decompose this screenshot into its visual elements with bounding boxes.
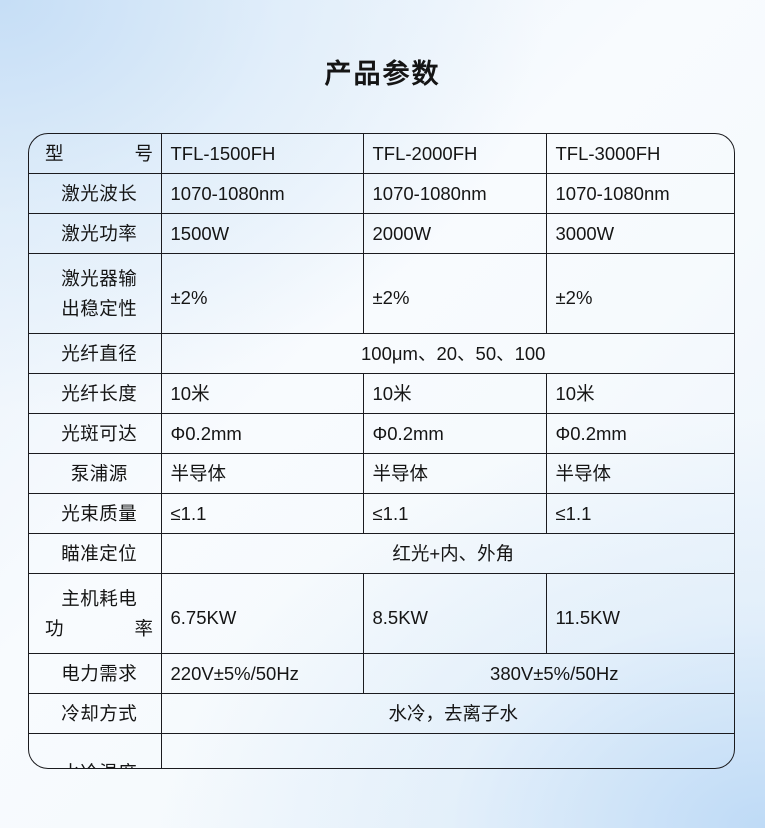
table-row-water-temp: 水冷温度 27～33℃ xyxy=(29,733,734,768)
cell-fiber-length-3000: 10米 xyxy=(546,373,734,414)
cell-power-requirement-2000-3000: 380V±5%/50Hz xyxy=(363,653,734,694)
table-row-wavelength: 激光波长 1070-1080nm 1070-1080nm 1070-1080nm xyxy=(29,173,734,214)
table-row-power: 激光功率 1500W 2000W 3000W xyxy=(29,213,734,254)
cell-consumption-2000: 8.5KW xyxy=(363,573,547,654)
cell-beam-quality-1500: ≤1.1 xyxy=(161,493,364,534)
table-row-model: 型 号 TFL-1500FH TFL-2000FH TFL-3000FH xyxy=(29,134,734,174)
cell-stability-2000: ±2% xyxy=(363,253,547,334)
cell-pump-source-1500: 半导体 xyxy=(161,453,364,494)
cell-power-3000: 3000W xyxy=(546,213,734,254)
page-title: 产品参数 xyxy=(324,59,441,89)
row-label-fiber-diameter: 光纤直径 xyxy=(29,333,162,374)
row-label-power: 激光功率 xyxy=(29,213,162,254)
row-label-stability: 激光器输 出稳定性 xyxy=(29,253,162,334)
spec-table: 型 号 TFL-1500FH TFL-2000FH TFL-3000FH 激光波… xyxy=(29,134,734,768)
cell-consumption-1500: 6.75KW xyxy=(161,573,364,654)
table-row-consumption: 主机耗电 功 率 6.75KW 8.5KW 11.5KW xyxy=(29,573,734,654)
cell-model-1500: TFL-1500FH xyxy=(161,134,364,174)
row-label-fiber-length: 光纤长度 xyxy=(29,373,162,414)
row-label-cooling: 冷却方式 xyxy=(29,693,162,734)
table-row-fiber-length: 光纤长度 10米 10米 10米 xyxy=(29,373,734,414)
cell-consumption-3000: 11.5KW xyxy=(546,573,734,654)
cell-pump-source-3000: 半导体 xyxy=(546,453,734,494)
row-label-pump-source: 泵浦源 xyxy=(29,453,162,494)
cell-model-3000: TFL-3000FH xyxy=(546,134,734,174)
row-label-power-requirement: 电力需求 xyxy=(29,653,162,694)
table-row-spot-size: 光斑可达 Φ0.2mm Φ0.2mm Φ0.2mm xyxy=(29,413,734,454)
cell-wavelength-2000: 1070-1080nm xyxy=(363,173,547,214)
cell-power-1500: 1500W xyxy=(161,213,364,254)
row-label-wavelength: 激光波长 xyxy=(29,173,162,214)
cell-model-2000: TFL-2000FH xyxy=(363,134,547,174)
row-label-consumption: 主机耗电 功 率 xyxy=(29,573,162,654)
row-label-model: 型 号 xyxy=(29,134,162,174)
cell-pump-source-2000: 半导体 xyxy=(363,453,547,494)
cell-fiber-length-1500: 10米 xyxy=(161,373,364,414)
table-row-stability: 激光器输 出稳定性 ±2% ±2% ±2% xyxy=(29,253,734,334)
cell-stability-3000: ±2% xyxy=(546,253,734,334)
cell-power-requirement-1500: 220V±5%/50Hz xyxy=(161,653,364,694)
cell-spot-size-1500: Φ0.2mm xyxy=(161,413,364,454)
cell-beam-quality-2000: ≤1.1 xyxy=(363,493,547,534)
row-label-spot-size: 光斑可达 xyxy=(29,413,162,454)
cell-power-2000: 2000W xyxy=(363,213,547,254)
table-row-cooling: 冷却方式 水冷，去离子水 xyxy=(29,693,734,734)
row-label-beam-quality: 光束质量 xyxy=(29,493,162,534)
spec-table-frame: 型 号 TFL-1500FH TFL-2000FH TFL-3000FH 激光波… xyxy=(28,133,735,769)
table-row-aiming: 瞄准定位 红光+内、外角 xyxy=(29,533,734,574)
cell-cooling-all: 水冷，去离子水 xyxy=(161,693,734,734)
table-row-power-requirement: 电力需求 220V±5%/50Hz 380V±5%/50Hz xyxy=(29,653,734,694)
table-row-beam-quality: 光束质量 ≤1.1 ≤1.1 ≤1.1 xyxy=(29,493,734,534)
row-label-water-temp: 水冷温度 xyxy=(29,733,162,768)
table-row-pump-source: 泵浦源 半导体 半导体 半导体 xyxy=(29,453,734,494)
row-label-aiming: 瞄准定位 xyxy=(29,533,162,574)
cell-aiming-all: 红光+内、外角 xyxy=(161,533,734,574)
cell-fiber-diameter-all: 100μm、20、50、100 xyxy=(161,333,734,374)
table-row-fiber-diameter: 光纤直径 100μm、20、50、100 xyxy=(29,333,734,374)
cell-fiber-length-2000: 10米 xyxy=(363,373,547,414)
cell-spot-size-2000: Φ0.2mm xyxy=(363,413,547,454)
cell-spot-size-3000: Φ0.2mm xyxy=(546,413,734,454)
cell-wavelength-1500: 1070-1080nm xyxy=(161,173,364,214)
cell-water-temp-all: 27～33℃ xyxy=(161,734,734,768)
cell-wavelength-3000: 1070-1080nm xyxy=(546,173,734,214)
cell-stability-1500: ±2% xyxy=(161,253,364,334)
cell-beam-quality-3000: ≤1.1 xyxy=(546,493,734,534)
